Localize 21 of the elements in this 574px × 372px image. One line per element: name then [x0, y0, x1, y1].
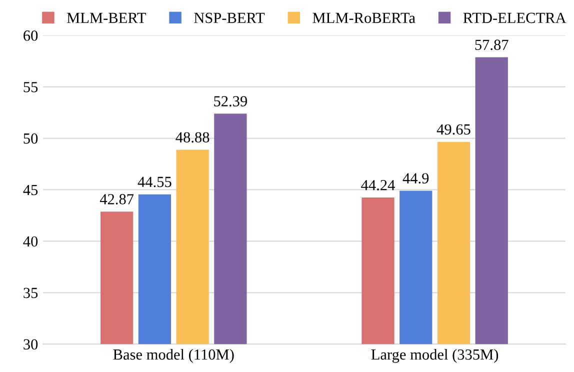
data-label: 52.39: [214, 96, 247, 106]
data-label: 57.87: [475, 40, 508, 50]
y-tick-label: 40: [23, 236, 38, 247]
data-label: 44.9: [402, 173, 429, 184]
y-tick-label: 55: [24, 82, 38, 92]
legend-label: MLM-RoBERTa: [312, 12, 416, 24]
data-label: 42.87: [100, 194, 134, 204]
data-label: 44.55: [138, 176, 172, 188]
y-tick-label: 35: [24, 288, 38, 298]
data-label: 44.24: [361, 180, 395, 190]
y-tick-label: 30: [24, 339, 38, 350]
legend-label: RTD-ELECTRA: [463, 12, 566, 24]
y-tick-label: 50: [24, 133, 38, 144]
data-label: 48.88: [176, 132, 210, 143]
legend-label: MLM-BERT: [67, 12, 146, 23]
x-tick-label: Large model (335M): [371, 348, 498, 363]
y-tick-label: 45: [23, 184, 38, 196]
y-tick-label: 60: [24, 30, 38, 41]
x-tick-label: Base model (110M): [113, 348, 234, 363]
data-label: 49.65: [436, 124, 470, 135]
legend-label: NSP-BERT: [194, 12, 265, 24]
